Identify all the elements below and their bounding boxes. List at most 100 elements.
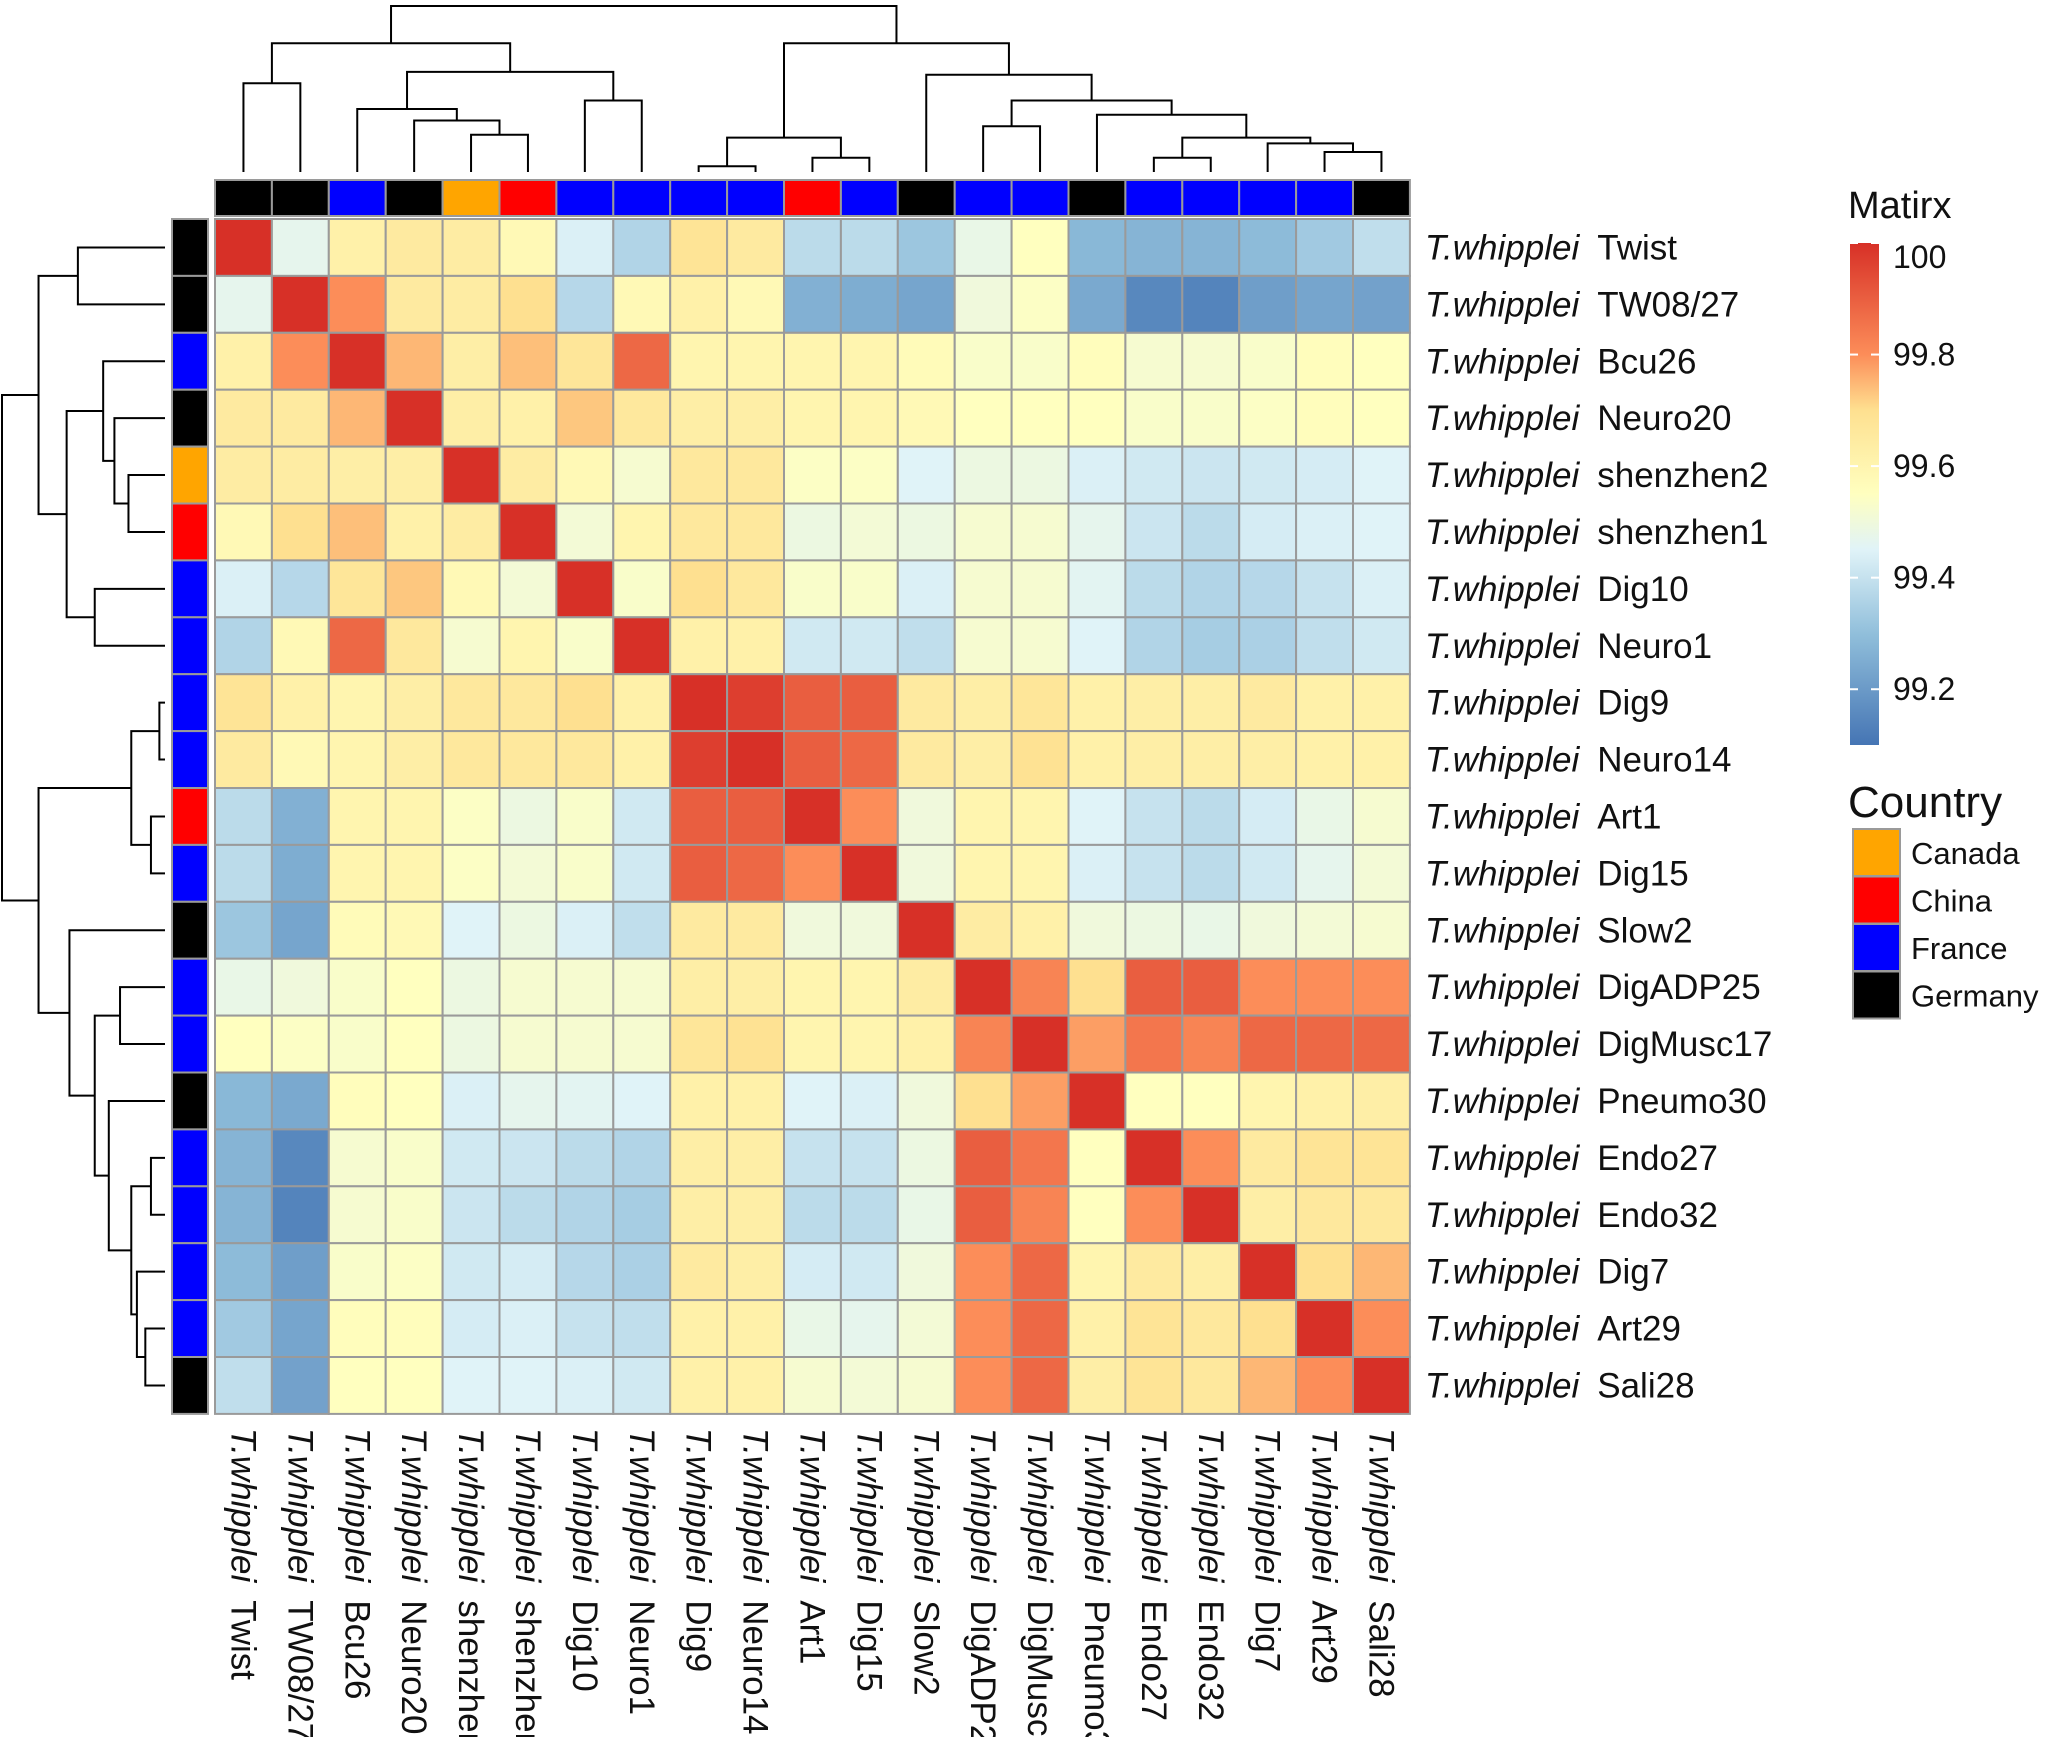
heatmap-cell	[953, 616, 1013, 676]
heatmap-cell	[1067, 1071, 1127, 1131]
heatmap-cell	[498, 957, 558, 1017]
heatmap-cell	[839, 730, 899, 789]
dendrogram-branch	[390, 5, 898, 44]
heatmap-cell	[1295, 900, 1354, 960]
row-country-cell	[171, 843, 209, 903]
heatmap-cell	[1067, 1185, 1127, 1245]
heatmap-cell	[953, 274, 1013, 334]
heatmap-cell	[839, 1185, 899, 1245]
heatmap-cell	[498, 1128, 558, 1188]
heatmap-cell	[726, 445, 785, 505]
row-country-cell	[171, 388, 209, 448]
heatmap-cell	[1238, 616, 1298, 676]
heatmap-cell	[1010, 1185, 1070, 1245]
heatmap-cell	[441, 673, 501, 733]
heatmap-cell	[214, 502, 273, 562]
heatmap-cell	[1352, 787, 1411, 846]
heatmap-cell	[1067, 388, 1127, 448]
heatmap-cell	[896, 274, 956, 334]
heatmap-cell	[1181, 843, 1241, 903]
heatmap-cell	[555, 957, 615, 1017]
heatmap-cell	[498, 331, 558, 391]
heatmap-cell	[214, 1185, 273, 1245]
heatmap-cell	[555, 445, 615, 505]
heatmap-cell	[214, 616, 273, 676]
heatmap-cell	[726, 730, 785, 789]
country-swatch	[1852, 875, 1901, 925]
column-label: T.whippleiTW08/27	[280, 1428, 319, 1737]
column-country-cell	[1181, 179, 1241, 217]
heatmap-cell	[214, 388, 273, 448]
heatmap-cell	[669, 1356, 729, 1415]
heatmap-cell	[896, 1071, 956, 1131]
heatmap-cell	[441, 1356, 501, 1415]
heatmap-cell	[669, 957, 729, 1017]
heatmap-cell	[384, 1014, 444, 1074]
column-label: T.whippleiPneumo30	[1077, 1428, 1116, 1737]
heatmap-cell	[1352, 1299, 1411, 1358]
row-label: T.whipplei Dig15	[1425, 854, 1689, 893]
heatmap-cell	[1124, 1128, 1184, 1188]
heatmap-cell	[270, 274, 330, 334]
column-country-cell	[953, 179, 1013, 217]
column-country-cell	[384, 179, 444, 217]
heatmap-cell	[783, 1071, 842, 1131]
heatmap-cell	[555, 730, 615, 789]
heatmap-cell	[669, 1014, 729, 1074]
heatmap-cell	[214, 218, 273, 277]
color-scale-bar	[1850, 243, 1879, 745]
heatmap-cell	[839, 331, 899, 391]
heatmap-cell	[384, 388, 444, 448]
heatmap-cell	[726, 1356, 785, 1415]
dendrogram-branch	[1, 394, 39, 902]
row-label: T.whipplei Art1	[1425, 797, 1662, 836]
heatmap-cell	[555, 502, 615, 562]
heatmap-cell	[1067, 502, 1127, 562]
heatmap-cell	[669, 445, 729, 505]
dendrogram-branch	[102, 360, 165, 462]
row-country-annotation	[171, 218, 209, 1415]
heatmap-cell	[327, 388, 387, 448]
country-legend-title: Country	[1848, 778, 2002, 827]
row-country-cell	[171, 445, 209, 505]
heatmap-cell	[783, 957, 842, 1017]
heatmap-cell	[1010, 502, 1070, 562]
heatmap-cell	[612, 445, 672, 505]
heatmap-cell	[1295, 274, 1354, 334]
heatmap-cell	[669, 274, 729, 334]
dendrogram-branch	[697, 165, 757, 172]
row-country-cell	[171, 1128, 209, 1188]
row-label: T.whipplei Endo32	[1425, 1196, 1718, 1235]
heatmap-cell	[1238, 1299, 1298, 1358]
heatmap-cell	[783, 388, 842, 448]
heatmap-cell	[1010, 1014, 1070, 1074]
heatmap-cell	[214, 730, 273, 789]
country-label: France	[1911, 931, 2007, 966]
dendrogram-branch	[270, 42, 512, 84]
heatmap-cell	[896, 445, 956, 505]
row-country-cell	[171, 1071, 209, 1131]
dendrogram-branch	[107, 1099, 165, 1252]
heatmap-cell	[441, 730, 501, 789]
heatmap-cell	[953, 1071, 1013, 1131]
row-country-cell	[171, 274, 209, 334]
heatmap-cell	[783, 445, 842, 505]
row-country-cell	[171, 331, 209, 391]
heatmap-cell	[1010, 673, 1070, 733]
heatmap-cell	[327, 1299, 387, 1358]
heatmap-cell	[384, 673, 444, 733]
heatmap-cell	[1010, 957, 1070, 1017]
heatmap-cell	[270, 1185, 330, 1245]
heatmap-cell	[441, 616, 501, 676]
dendrogram-branch	[127, 474, 165, 533]
column-country-cell	[441, 179, 501, 217]
heatmap-cell	[555, 616, 615, 676]
heatmap-cell	[327, 1128, 387, 1188]
heatmap-cell	[327, 331, 387, 391]
heatmap-cell	[1010, 1356, 1070, 1415]
row-country-cell	[171, 1299, 209, 1358]
heatmap-cell	[953, 1128, 1013, 1188]
heatmap-cell	[669, 331, 729, 391]
heatmap-cell	[384, 616, 444, 676]
row-label: T.whipplei Neuro14	[1425, 741, 1732, 780]
